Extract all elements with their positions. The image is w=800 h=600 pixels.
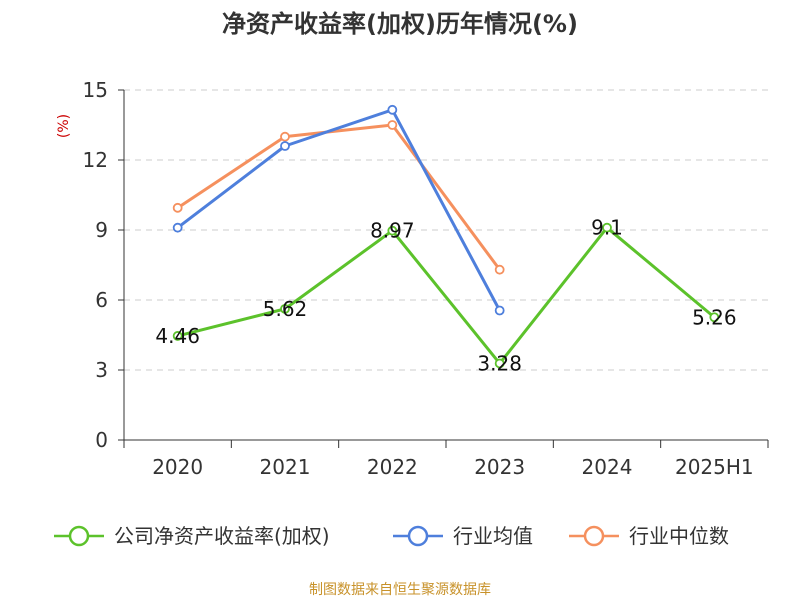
- y-axis-ticks: 0 3 6 9 12 15: [83, 78, 125, 452]
- legend-label: 公司净资产收益率(加权): [114, 524, 330, 548]
- data-point: [602, 222, 612, 233]
- data-point: [387, 225, 398, 236]
- data-label: 4.46: [155, 324, 200, 348]
- x-axis: 2020 2021 2022 2023 2024 2025H1: [123, 439, 769, 479]
- data-label: 8.97: [370, 219, 415, 243]
- y-tick-label: 9: [95, 218, 108, 242]
- series-line: [176, 108, 501, 312]
- data-point: [280, 303, 290, 314]
- data-point: [387, 120, 398, 130]
- data-label: 9.1: [591, 216, 623, 240]
- legend-circle-marker: [68, 525, 90, 547]
- x-tick-label: 2023: [474, 455, 525, 479]
- data-label: 5.26: [692, 305, 737, 329]
- grid-lines: [124, 89, 768, 371]
- data-point: [494, 305, 505, 316]
- x-tick-label: 2021: [260, 455, 311, 479]
- data-point: [387, 104, 398, 115]
- legend-item[interactable]: 行业中位数: [569, 524, 729, 548]
- data-point: [172, 202, 183, 213]
- data-label: 5.62: [263, 297, 308, 321]
- y-tick-label: 12: [83, 148, 108, 172]
- legend-label: 行业中位数: [629, 524, 729, 548]
- legend[interactable]: 公司净资产收益率(加权) 行业均值 行业中位数: [54, 524, 729, 548]
- data-label: 3.28: [477, 351, 522, 375]
- y-tick-label: 3: [95, 358, 108, 382]
- legend-circle-marker: [407, 525, 429, 547]
- legend-circle-marker: [583, 525, 605, 547]
- data-point: [280, 131, 290, 142]
- x-tick-label: 2025H1: [675, 455, 754, 479]
- data-point: [494, 358, 505, 369]
- data-point: [172, 331, 183, 341]
- data-point: [709, 312, 720, 323]
- legend-label: 行业均值: [453, 524, 533, 548]
- y-axis-unit-label: (%): [56, 114, 72, 138]
- y-tick-label: 0: [95, 428, 108, 452]
- series-line: [177, 226, 716, 365]
- chart-title: 净资产收益率(加权)历年情况(%): [222, 10, 578, 38]
- y-tick-label: 6: [95, 288, 108, 312]
- x-tick-label: 2024: [582, 455, 633, 479]
- y-tick-label: 15: [83, 78, 108, 102]
- x-tick-label: 2020: [152, 455, 203, 479]
- data-point: [172, 222, 183, 233]
- data-point: [494, 264, 505, 275]
- x-tick-label: 2022: [367, 455, 418, 479]
- data-labels: 4.46 5.62 8.97 3.28 9.1 5.26: [155, 216, 736, 376]
- series-line: [176, 123, 501, 271]
- data-point: [280, 141, 290, 151]
- legend-item[interactable]: 行业均值: [393, 524, 533, 548]
- legend-item[interactable]: 公司净资产收益率(加权): [54, 524, 330, 548]
- series-lines: [172, 104, 720, 369]
- source-note: 制图数据来自恒生聚源数据库: [309, 582, 491, 598]
